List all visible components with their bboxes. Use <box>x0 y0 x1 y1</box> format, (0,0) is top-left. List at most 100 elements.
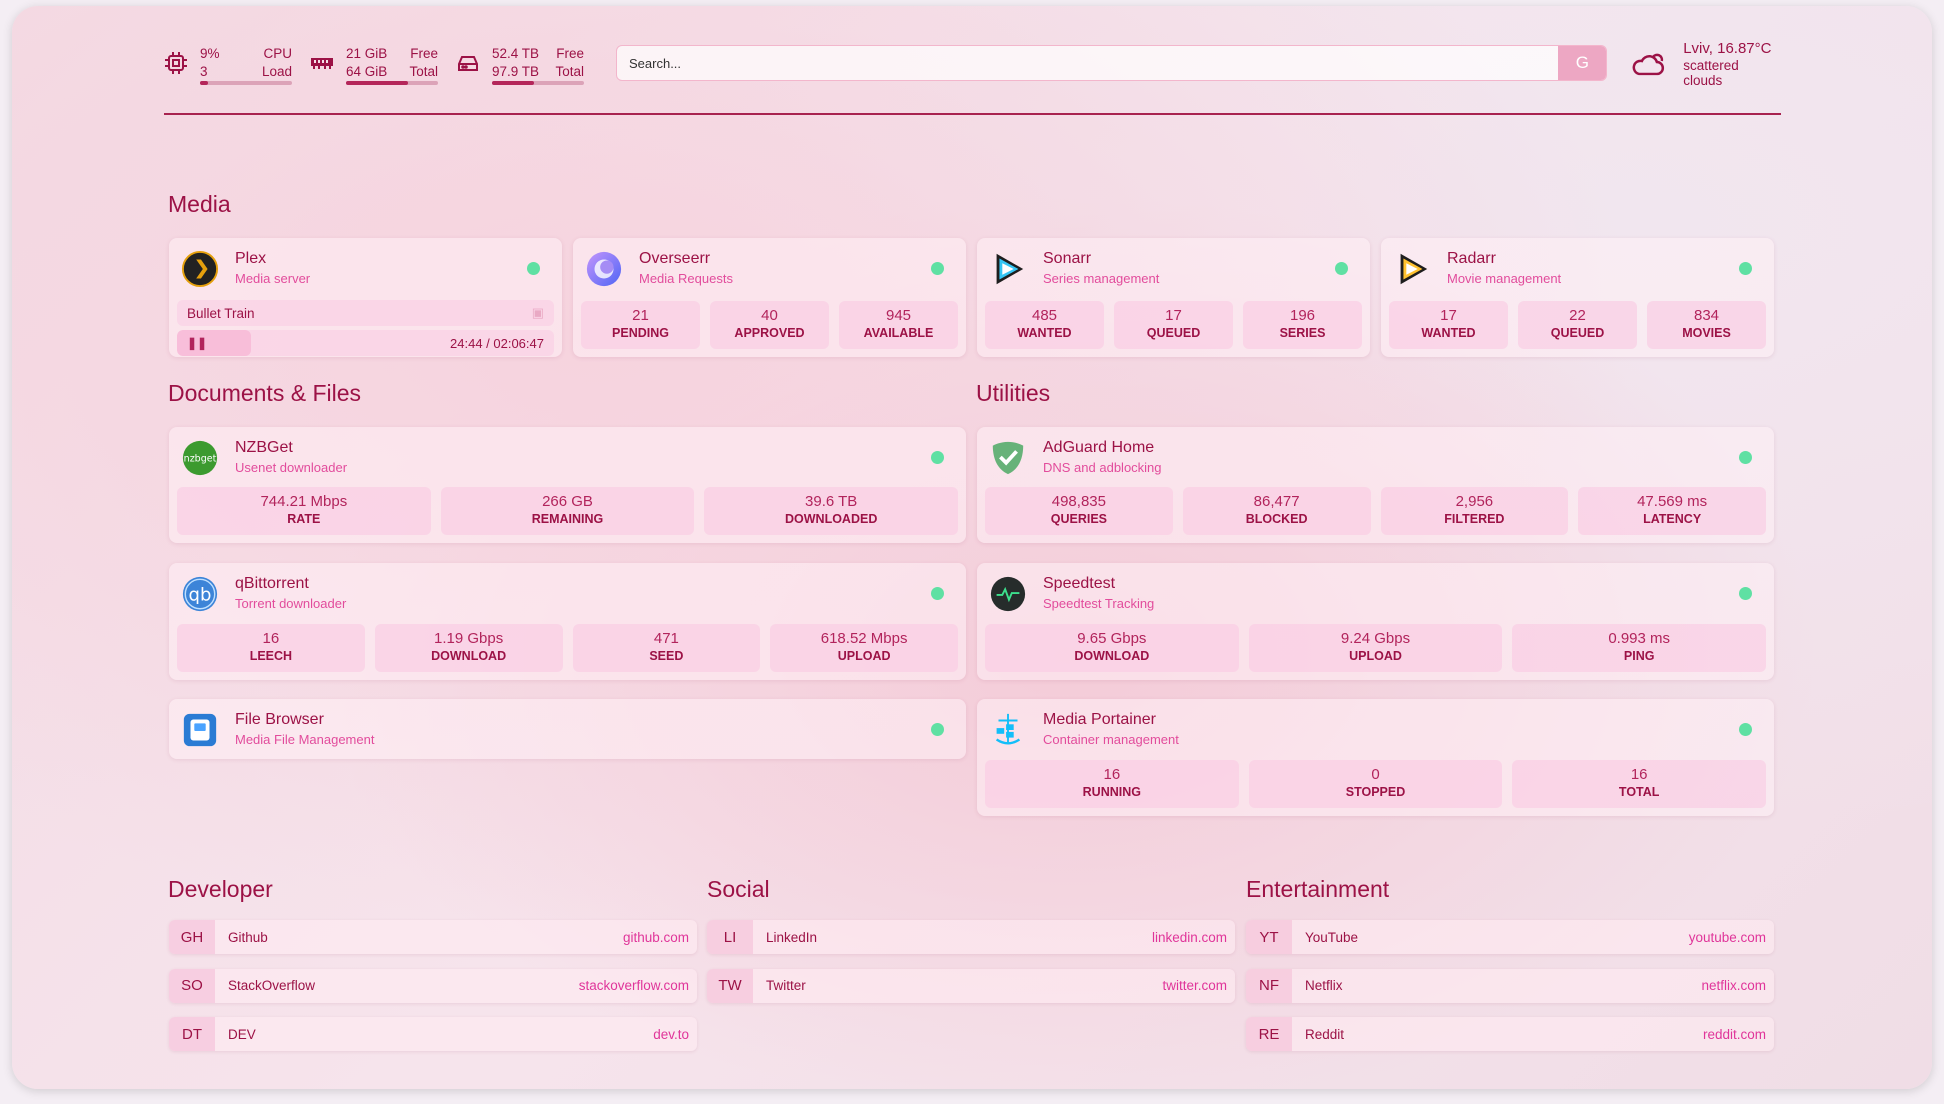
disk-label: Free <box>556 46 584 61</box>
stat-label: STOPPED <box>1345 785 1406 799</box>
service-card-adguard[interactable]: AdGuard Home DNS and adblocking 498,835 Q… <box>977 427 1774 543</box>
bookmark-name: DEV <box>228 1026 256 1042</box>
bookmark-entertainment[interactable]: YT YouTube youtube.com <box>1246 920 1774 954</box>
cpu-label2: Load <box>261 64 292 79</box>
service-stats: 485 WANTED 17 QUEUED 196 SERIES <box>985 301 1362 349</box>
service-card-speedtest[interactable]: Speedtest Speedtest Tracking 9.65 Gbps DO… <box>977 563 1774 680</box>
svg-text:qb: qb <box>189 585 212 606</box>
stat-block: 0.993 ms PING <box>1512 624 1767 672</box>
service-stats: 498,835 QUERIES 86,477 BLOCKED 2,956 FILTERED… <box>985 487 1766 535</box>
disk-total: 97.9 TB <box>492 64 540 79</box>
bookmark-name: Reddit <box>1305 1026 1345 1042</box>
stat-label: QUEUED <box>1146 326 1201 340</box>
search-input[interactable] <box>617 46 1559 80</box>
stat-block: 196 SERIES <box>1243 301 1362 349</box>
service-card-sonarr[interactable]: Sonarr Series management 485 WANTED 17 QUEU… <box>977 238 1370 357</box>
bookmark-entertainment[interactable]: NF Netflix netflix.com <box>1246 968 1774 1003</box>
status-online-indicator <box>1739 262 1752 275</box>
bookmark-abbr: YT <box>1246 920 1292 954</box>
service-description: DNS and adblocking <box>1043 460 1162 475</box>
memory-label: Free <box>410 46 438 61</box>
speedtest-pulse-icon <box>989 575 1027 613</box>
status-online-indicator <box>1739 451 1752 464</box>
stat-value: 0.993 ms <box>1608 630 1671 647</box>
bookmark-developer[interactable]: GH Github github.com <box>169 920 697 954</box>
service-name[interactable]: Media Portainer <box>1043 711 1156 728</box>
stat-label: QUERIES <box>1050 512 1107 526</box>
bookmark-name: Netflix <box>1305 978 1343 993</box>
service-description: Movie management <box>1447 271 1562 286</box>
disk-free: 52.4 TB <box>492 46 540 61</box>
service-card-filebrowser[interactable]: File Browser Media File Management <box>169 699 966 759</box>
stat-value: 471 <box>653 630 679 647</box>
service-card-portainer[interactable]: Media Portainer Container management 16 R… <box>977 699 1774 816</box>
service-stats: 16 RUNNING 0 STOPPED 16 TOTAL <box>985 760 1767 808</box>
stat-block: 17 WANTED <box>1389 301 1508 349</box>
section-utilities: Utilities <box>976 380 1051 406</box>
stat-label: APPROVED <box>734 326 805 340</box>
service-name[interactable]: qBittorrent <box>235 575 309 592</box>
stat-label: BLOCKED <box>1245 512 1308 526</box>
service-card-plex[interactable]: Plex Media server Bullet Train ▣ ❚❚ 24:44 … <box>169 238 562 357</box>
cloud-sun-icon <box>1632 53 1665 76</box>
stat-value: 498,835 <box>1051 493 1106 510</box>
bookmark-developer[interactable]: DT DEV dev.to <box>169 1017 697 1051</box>
stat-value: 86,477 <box>1253 493 1300 510</box>
service-description: Media Requests <box>639 271 733 286</box>
bookmark-abbr: RE <box>1246 1017 1292 1051</box>
service-name[interactable]: Plex <box>235 250 267 267</box>
bookmark-url: reddit.com <box>1702 1026 1766 1042</box>
service-name[interactable]: AdGuard Home <box>1043 439 1155 456</box>
playback-time: 24:44 / 02:06:47 <box>450 335 544 351</box>
stat-value: 618.52 Mbps <box>820 630 908 647</box>
section-media: Media <box>168 191 231 217</box>
cpu-icon <box>165 52 187 74</box>
stat-block: 834 MOVIES <box>1647 301 1766 349</box>
stat-block: 471 SEED <box>572 624 761 672</box>
pause-icon[interactable]: ❚❚ <box>187 336 208 350</box>
status-online-indicator <box>1739 587 1752 600</box>
stat-block: 9.65 Gbps DOWNLOAD <box>985 624 1239 672</box>
nzbget-icon: nzbget <box>181 439 219 477</box>
status-online-indicator <box>931 451 944 464</box>
dashboard <box>12 6 1932 1089</box>
bookmark-name: Twitter <box>766 978 806 993</box>
disk-label2: Total <box>555 64 584 79</box>
service-name[interactable]: Speedtest <box>1043 575 1116 592</box>
bookmark-developer[interactable]: SO StackOverflow stackoverflow.com <box>169 968 697 1003</box>
search-engine-button[interactable]: G <box>1558 46 1607 80</box>
service-name[interactable]: Sonarr <box>1043 250 1092 267</box>
service-card-qbittorrent[interactable]: qb qBittorrent Torrent downloader 16 LEEC… <box>169 563 966 680</box>
stat-block: 17 QUEUED <box>1114 301 1233 349</box>
service-name[interactable]: NZBGet <box>235 439 293 456</box>
stat-block: 498,835 QUERIES <box>985 487 1173 535</box>
service-description: Media File Management <box>235 732 375 747</box>
stat-block: 86,477 BLOCKED <box>1182 487 1371 535</box>
bookmark-entertainment[interactable]: RE Reddit reddit.com <box>1246 1017 1774 1051</box>
stat-block: 744.21 Mbps RATE <box>177 487 431 535</box>
service-card-nzbget[interactable]: nzbget NZBGet Usenet downloader 744.21 M… <box>169 427 966 543</box>
service-name[interactable]: Radarr <box>1447 250 1496 267</box>
bookmark-social[interactable]: TW Twitter twitter.com <box>707 968 1235 1003</box>
status-online-indicator <box>527 262 540 275</box>
section-entertainment: Entertainment <box>1246 876 1390 902</box>
status-online-indicator <box>1335 262 1348 275</box>
stat-label: SERIES <box>1279 326 1326 340</box>
service-description: Speedtest Tracking <box>1043 596 1155 611</box>
service-name[interactable]: File Browser <box>235 711 324 728</box>
bookmark-url: twitter.com <box>1162 978 1227 993</box>
bookmark-social[interactable]: LI LinkedIn linkedin.com <box>707 920 1235 954</box>
service-card-radarr[interactable]: Radarr Movie management 17 WANTED 22 QUEUED… <box>1381 238 1774 357</box>
stat-block: 9.24 Gbps UPLOAD <box>1248 624 1503 672</box>
service-name[interactable]: Overseerr <box>639 250 711 267</box>
stat-value: 39.6 TB <box>805 493 858 510</box>
memory-icon <box>311 58 333 69</box>
service-description: Torrent downloader <box>235 596 347 611</box>
stat-value: 47.569 ms <box>1637 493 1708 510</box>
bookmark-url: youtube.com <box>1688 929 1766 945</box>
stat-label: DOWNLOAD <box>431 649 507 663</box>
weather-location-temp: Lviv, 16.87°C <box>1683 39 1772 57</box>
service-card-overseerr[interactable]: Overseerr Media Requests 21 PENDING 40 APPR… <box>573 238 966 357</box>
stat-label: LATENCY <box>1643 512 1702 526</box>
stat-block: 266 GB REMAINING <box>440 487 695 535</box>
